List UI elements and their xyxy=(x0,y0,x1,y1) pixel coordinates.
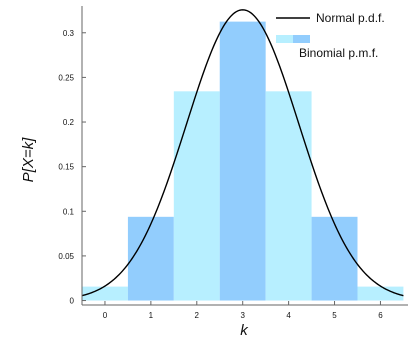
bar-k-2 xyxy=(173,91,220,301)
bar-k-4 xyxy=(265,91,312,301)
x-tick-label: 6 xyxy=(378,311,383,320)
legend-bar-swatch-dark xyxy=(293,35,310,43)
legend-binomial-label: Binomial p.m.f. xyxy=(299,46,378,60)
normal-pdf-curve xyxy=(81,9,404,297)
bar-k-1 xyxy=(127,216,174,301)
x-tick-label: 5 xyxy=(332,311,337,320)
axes-layer: 0 0.05 0.1 0.15 0.2 0.25 0.3 0 1 2 3 4 5 6 xyxy=(58,6,408,320)
x-axis-label: k xyxy=(240,322,249,339)
legend-bar-swatch-light xyxy=(276,35,293,43)
y-tick-label: 0.25 xyxy=(58,73,74,82)
x-tick-label: 2 xyxy=(195,311,200,320)
y-tick-label: 0.05 xyxy=(58,252,74,261)
legend-layer: Normal p.d.f. Binomial p.m.f. xyxy=(276,11,385,60)
bar-k-0 xyxy=(82,286,128,301)
x-tick-label: 1 xyxy=(149,311,154,320)
bar-k-3 xyxy=(219,21,266,301)
legend-normal-label: Normal p.d.f. xyxy=(316,11,385,25)
bar-k-5 xyxy=(311,216,358,301)
x-tick-label: 3 xyxy=(240,311,245,320)
curve-layer xyxy=(81,9,404,297)
x-tick-label: 0 xyxy=(103,311,108,320)
y-tick-label: 0.2 xyxy=(63,118,75,127)
y-tick-label: 0.1 xyxy=(63,207,75,216)
y-tick-label: 0 xyxy=(70,297,75,306)
x-tick-label: 4 xyxy=(286,311,291,320)
bars-layer xyxy=(82,21,404,301)
y-tick-label: 0.3 xyxy=(63,29,75,38)
y-tick-label: 0.15 xyxy=(58,163,74,172)
bar-k-6 xyxy=(357,286,404,301)
y-axis-label: P[X=k] xyxy=(20,137,37,182)
